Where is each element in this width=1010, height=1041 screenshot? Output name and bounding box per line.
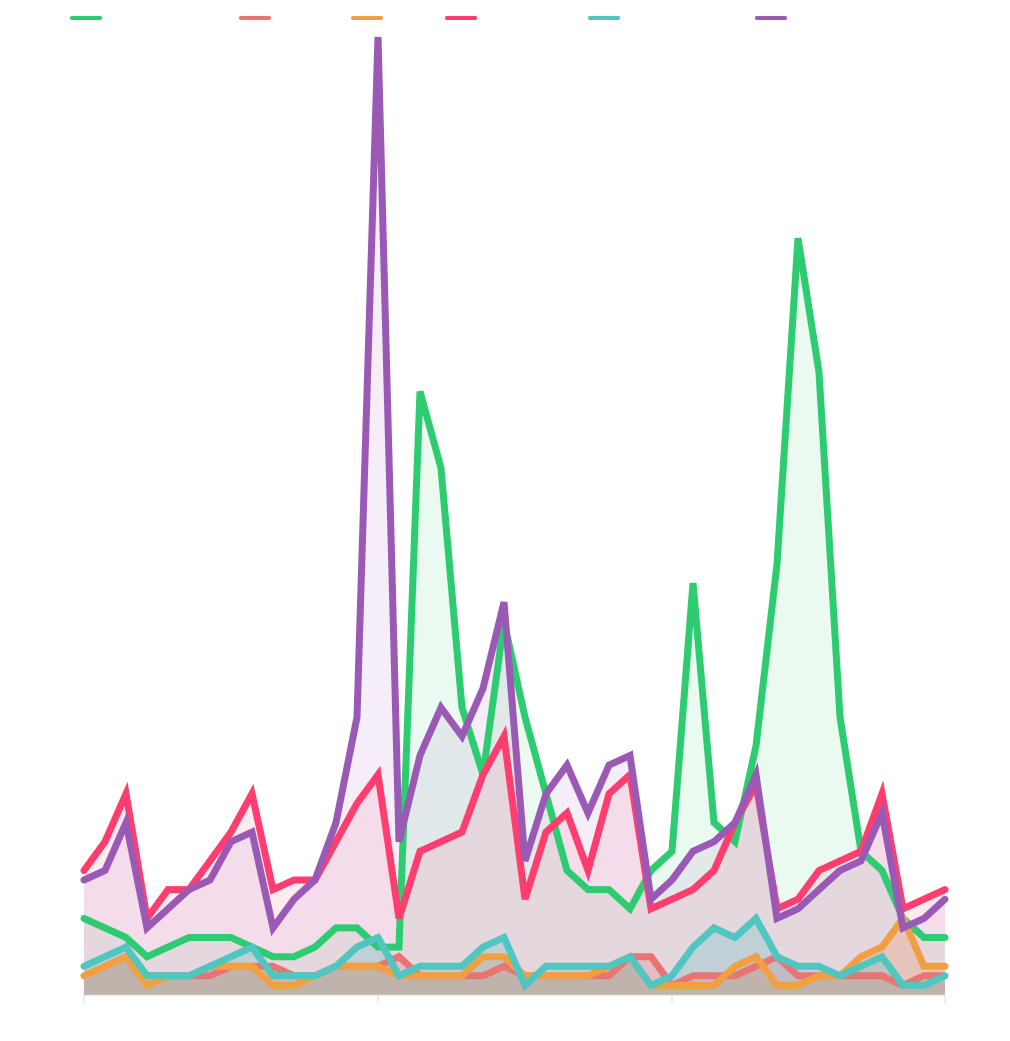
line-layer xyxy=(80,36,949,992)
series-4-line[interactable] xyxy=(80,725,949,928)
series-5-line[interactable] xyxy=(80,912,949,992)
series-1-line[interactable] xyxy=(80,237,949,961)
series-6-line[interactable] xyxy=(80,36,949,937)
x-axis xyxy=(83,994,946,1003)
series-4-area xyxy=(84,736,945,995)
